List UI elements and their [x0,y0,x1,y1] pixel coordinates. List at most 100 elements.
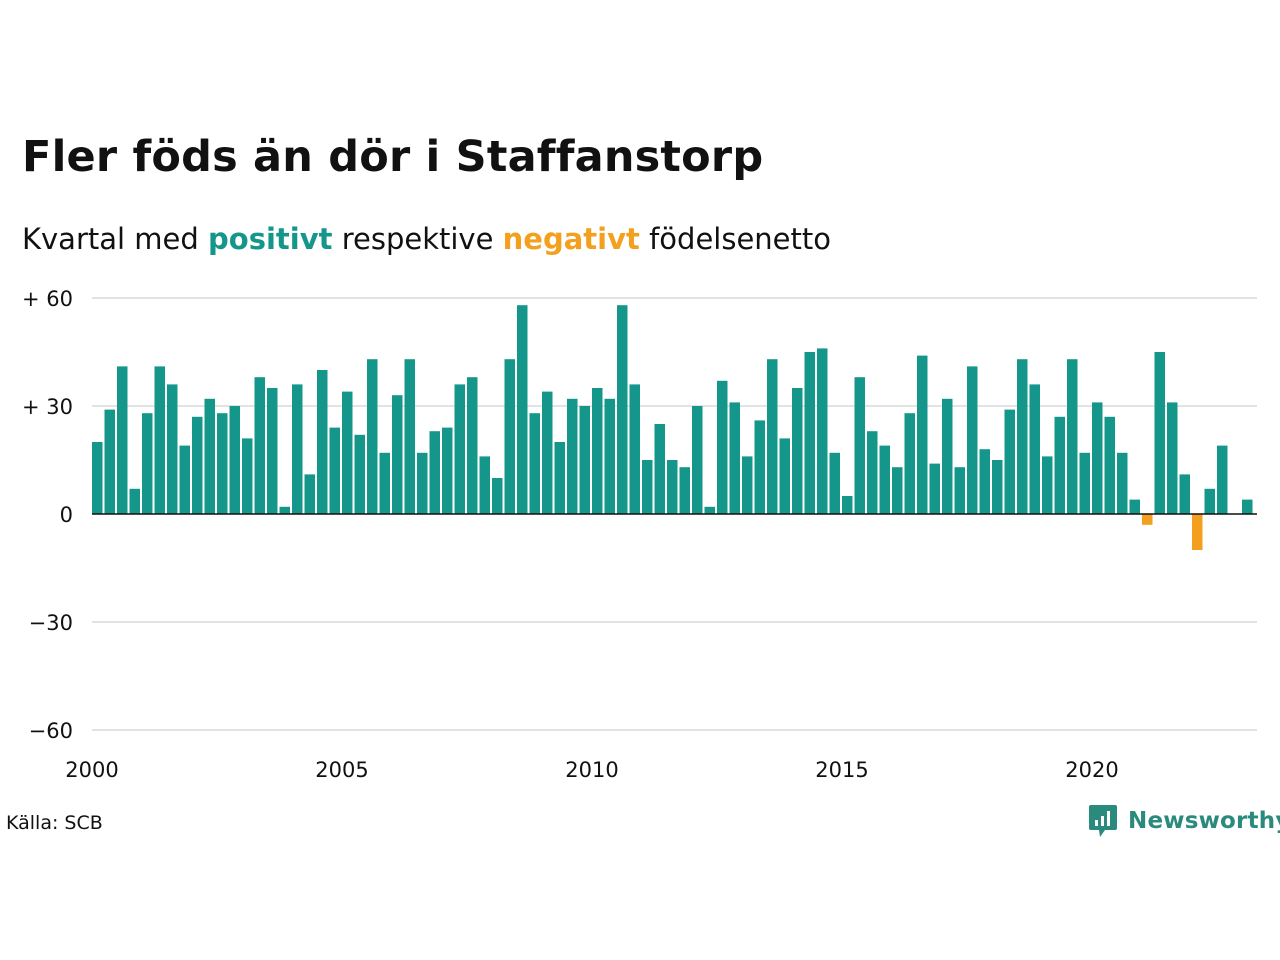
bar-positive [204,398,215,514]
bar-positive [704,506,715,514]
x-tick-label: 2000 [65,758,118,782]
bar-positive [1092,402,1103,514]
bar-positive [467,377,478,514]
bar-positive [717,380,728,514]
bar-positive [667,460,678,514]
bar-positive [129,488,140,514]
bar-positive [654,424,665,514]
bar-positive [942,398,953,514]
bar-positive [292,384,303,514]
subtitle-suffix: födelsenetto [649,222,831,256]
subtitle-middle: respektive [341,222,494,256]
bar-positive [642,460,653,514]
bar-positive [629,384,640,514]
bars [92,305,1253,550]
bar-positive [792,388,803,514]
x-tick-label: 2010 [565,758,618,782]
bar-positive [1104,416,1115,514]
bar-positive [867,431,878,514]
bar-positive [1167,402,1178,514]
y-tick-label: + 30 [22,395,73,419]
chart-subtitle: Kvartal med positivt respektive negativt… [22,222,831,256]
bar-positive [854,377,865,514]
bar-positive [979,449,990,514]
bar-positive [429,431,440,514]
bar-positive [754,420,765,514]
bar-positive [1242,499,1253,514]
bar-positive [179,445,190,514]
chart-title: Fler föds än dör i Staffanstorp [22,132,764,182]
newsworthy-logo-icon [1089,805,1117,837]
bar-positive [1217,445,1228,514]
bar-positive [379,452,390,514]
bar-chart: + 60 + 30 0 −30 −60 2000 2005 2010 2015 2020 [22,287,1257,782]
bar-positive [579,406,590,514]
bar-positive [892,467,903,514]
bar-positive [929,463,940,514]
bar-positive [967,366,978,514]
bar-positive [1029,384,1040,514]
bar-positive [767,359,778,514]
y-tick-label: −30 [29,611,73,635]
bar-negative [1192,514,1203,550]
bar-positive [1204,488,1215,514]
bar-positive [1117,452,1128,514]
x-axis-ticks: 2000 2005 2010 2015 2020 [65,758,1118,782]
bar-positive [442,427,453,514]
bar-positive [692,406,703,514]
bar-positive [504,359,515,514]
bar-positive [1079,452,1090,514]
bar-positive [729,402,740,514]
bar-positive [142,413,153,514]
bar-positive [1129,499,1140,514]
subtitle-positive-word: positivt [208,222,333,256]
bar-positive [817,348,828,514]
bar-negative [1142,514,1153,525]
bar-positive [242,438,253,514]
bar-positive [342,391,353,514]
subtitle-negative-word: negativt [502,222,640,256]
x-tick-label: 2015 [815,758,868,782]
bar-positive [829,452,840,514]
bar-positive [917,355,928,514]
grid-lines [92,297,1257,731]
bar-positive [167,384,178,514]
bar-positive [267,388,278,514]
bar-positive [542,391,553,514]
bar-positive [517,305,528,514]
source-note: Källa: SCB [6,812,103,834]
bar-positive [154,366,165,514]
bar-positive [742,456,753,514]
bar-positive [554,442,565,514]
bar-positive [367,359,378,514]
bar-positive [842,496,853,514]
y-tick-label: −60 [29,719,73,743]
bar-positive [217,413,228,514]
bar-positive [992,460,1003,514]
bar-positive [454,384,465,514]
bar-positive [492,478,503,514]
bar-positive [779,438,790,514]
bar-positive [679,467,690,514]
bar-positive [92,442,103,514]
bar-positive [229,406,240,514]
bar-positive [104,409,115,514]
bar-positive [192,416,203,514]
bar-positive [279,506,290,514]
bar-positive [954,467,965,514]
subtitle-prefix: Kvartal med [22,222,199,256]
bar-positive [254,377,265,514]
bar-positive [592,388,603,514]
bar-positive [417,452,428,514]
bar-positive [1004,409,1015,514]
bar-positive [304,474,315,514]
bar-positive [1179,474,1190,514]
x-tick-label: 2005 [315,758,368,782]
bar-positive [1042,456,1053,514]
y-axis-ticks: + 60 + 30 0 −30 −60 [22,287,73,743]
bar-positive [1067,359,1078,514]
bar-positive [879,445,890,514]
brand-name: Newsworthy [1128,808,1280,834]
bar-positive [404,359,415,514]
bar-positive [567,398,578,514]
